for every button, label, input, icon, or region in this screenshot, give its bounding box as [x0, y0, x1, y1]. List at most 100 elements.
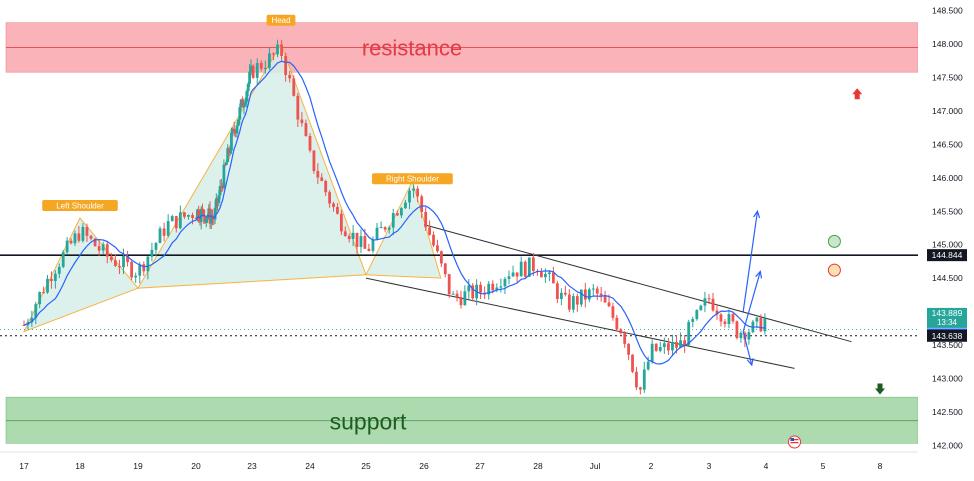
candle[interactable] — [599, 286, 603, 302]
candle[interactable] — [249, 59, 253, 75]
candle[interactable] — [284, 52, 288, 82]
candle[interactable] — [463, 285, 467, 306]
candle[interactable] — [627, 343, 630, 361]
candle[interactable] — [259, 60, 263, 72]
candle[interactable] — [487, 281, 491, 300]
candle[interactable] — [367, 243, 371, 252]
candle[interactable] — [158, 226, 162, 244]
candle[interactable] — [563, 285, 567, 297]
candle[interactable] — [162, 222, 166, 242]
candle[interactable] — [587, 287, 591, 303]
candle[interactable] — [455, 290, 459, 302]
candle[interactable] — [142, 261, 146, 277]
candle[interactable] — [146, 255, 150, 280]
candle[interactable] — [615, 314, 619, 332]
candle[interactable] — [499, 278, 503, 293]
candle[interactable] — [22, 320, 26, 327]
candle[interactable] — [69, 238, 73, 245]
candle[interactable] — [336, 203, 339, 215]
candle[interactable] — [699, 304, 703, 311]
candle[interactable] — [109, 253, 113, 263]
candle[interactable] — [166, 214, 170, 238]
candle[interactable] — [667, 337, 670, 356]
candle[interactable] — [105, 240, 109, 264]
candle[interactable] — [408, 188, 411, 210]
candle[interactable] — [540, 268, 543, 278]
candle[interactable] — [471, 283, 475, 302]
candle[interactable] — [251, 64, 255, 79]
y-axis[interactable]: 148.500 148.000 147.500 147.000 146.500 146.0… — [918, 0, 974, 476]
candle[interactable] — [443, 262, 447, 278]
candle[interactable] — [436, 239, 439, 253]
candle[interactable] — [447, 274, 451, 298]
candle[interactable] — [679, 332, 682, 348]
candle[interactable] — [428, 220, 431, 236]
low-price-label[interactable]: 143.638 — [927, 329, 967, 342]
candle[interactable] — [611, 302, 615, 321]
candle[interactable] — [687, 319, 691, 346]
candle[interactable] — [527, 257, 531, 277]
candle[interactable] — [519, 256, 523, 277]
candle[interactable] — [479, 281, 482, 300]
candle[interactable] — [204, 218, 208, 228]
candle[interactable] — [575, 293, 579, 312]
candle[interactable] — [268, 47, 271, 71]
candle[interactable] — [272, 52, 275, 61]
candle[interactable] — [214, 193, 218, 215]
us-flag-icon[interactable] — [788, 435, 801, 449]
candle[interactable] — [531, 252, 535, 276]
candle[interactable] — [351, 225, 355, 247]
candle[interactable] — [174, 215, 178, 233]
candle[interactable] — [42, 286, 45, 294]
candle[interactable] — [34, 301, 38, 325]
candle[interactable] — [222, 159, 226, 190]
candle[interactable] — [395, 210, 399, 217]
candle[interactable] — [328, 190, 331, 208]
candle[interactable] — [355, 232, 359, 254]
candle[interactable] — [571, 293, 575, 313]
candle[interactable] — [375, 222, 379, 241]
candle[interactable] — [695, 309, 699, 321]
candle[interactable] — [579, 289, 583, 308]
candle[interactable] — [379, 221, 383, 229]
candle[interactable] — [467, 279, 471, 299]
candle[interactable] — [263, 60, 267, 74]
candle[interactable] — [332, 201, 335, 212]
candle[interactable] — [731, 311, 735, 324]
candle[interactable] — [77, 226, 81, 243]
candle[interactable] — [320, 173, 324, 182]
candle[interactable] — [296, 92, 300, 127]
candle[interactable] — [671, 334, 674, 357]
candle[interactable] — [654, 343, 658, 352]
candle[interactable] — [511, 265, 515, 278]
candle[interactable] — [242, 98, 246, 115]
candle[interactable] — [187, 214, 190, 220]
candle[interactable] — [73, 230, 77, 247]
candle[interactable] — [81, 223, 85, 243]
candle[interactable] — [101, 241, 105, 255]
candle[interactable] — [739, 330, 743, 343]
candle[interactable] — [292, 75, 296, 97]
candle[interactable] — [65, 237, 69, 255]
candle[interactable] — [134, 272, 138, 283]
candle[interactable] — [523, 260, 527, 280]
candle[interactable] — [719, 312, 723, 327]
annotations-layer[interactable]: Left Shoulder Head Right Shoulder — [42, 14, 885, 449]
candle[interactable] — [347, 233, 351, 243]
candle[interactable] — [191, 212, 194, 225]
candle[interactable] — [595, 286, 599, 301]
candle[interactable] — [118, 259, 121, 275]
candle[interactable] — [619, 328, 623, 335]
candle[interactable] — [735, 320, 739, 340]
candle[interactable] — [170, 214, 174, 222]
key-level-price-label[interactable]: 144.844 — [927, 249, 967, 262]
candle[interactable] — [727, 309, 731, 329]
candle[interactable] — [723, 319, 727, 328]
candle[interactable] — [387, 225, 391, 234]
candle[interactable] — [359, 229, 363, 253]
candle[interactable] — [591, 284, 595, 296]
candle[interactable] — [711, 292, 715, 312]
